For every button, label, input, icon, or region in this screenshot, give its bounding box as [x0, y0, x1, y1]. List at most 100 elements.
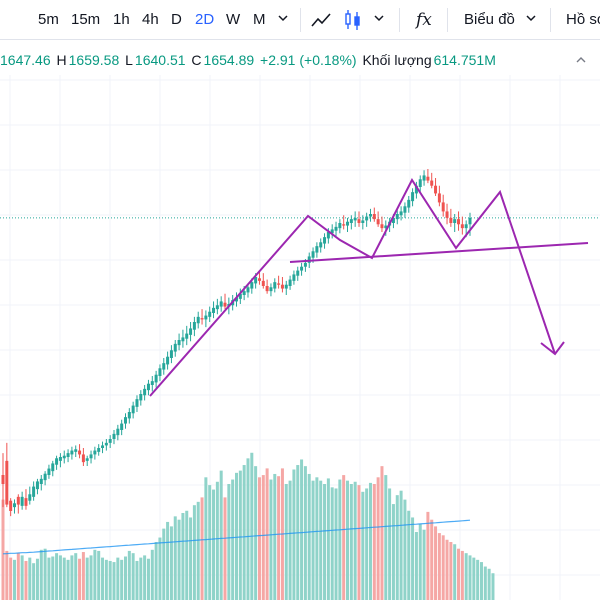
volume-bar	[219, 470, 223, 600]
volume-bar	[70, 555, 74, 600]
volume-bar	[326, 478, 330, 600]
volume-bar	[411, 517, 415, 600]
candle-body	[365, 216, 369, 221]
volume-bar	[5, 550, 9, 600]
price-chart[interactable]	[0, 40, 600, 600]
candle-body	[104, 442, 108, 446]
chevron-down-icon[interactable]	[525, 12, 537, 24]
candle-body	[143, 388, 147, 396]
volume-ma-line	[2, 519, 471, 555]
candle-body	[399, 211, 403, 216]
volume-bar	[135, 560, 139, 600]
candlestick-icon[interactable]	[341, 8, 365, 32]
interval-w[interactable]: W	[226, 11, 241, 28]
chevron-down-icon[interactable]	[373, 12, 385, 24]
volume-bar	[28, 557, 32, 600]
interval-15m[interactable]: 15m	[71, 11, 101, 28]
volume-bar	[353, 481, 357, 600]
candle-body	[296, 270, 300, 276]
candle-body	[349, 219, 353, 223]
volume-bar	[62, 557, 66, 600]
candle-body	[177, 340, 181, 346]
candle-body	[265, 286, 269, 292]
candle-body	[196, 316, 200, 324]
interval-1h[interactable]: 1h	[113, 11, 130, 28]
volume-bar	[223, 497, 227, 600]
volume-bar	[108, 560, 112, 600]
toolbar-separator	[300, 8, 301, 32]
volume-bar	[154, 542, 158, 600]
candle-body	[127, 412, 131, 419]
candle-body	[457, 219, 461, 225]
candle-body	[407, 199, 411, 208]
volume-bar	[376, 477, 380, 600]
candle-body	[9, 500, 13, 511]
line-chart-icon[interactable]	[310, 8, 334, 32]
candle-body	[101, 445, 105, 448]
volume-bar	[349, 484, 353, 600]
interval-5m[interactable]: 5m	[38, 11, 59, 28]
volume-bar	[74, 553, 78, 600]
chevron-up-icon[interactable]	[574, 53, 588, 67]
candle-body	[20, 496, 24, 506]
candle-body	[192, 322, 196, 330]
volume-bar	[12, 559, 16, 600]
chart-type-label[interactable]: Biểu đồ	[464, 11, 515, 28]
volume-bar	[388, 488, 392, 600]
volume-bar	[143, 555, 147, 600]
volume-bar	[380, 466, 384, 600]
candle-body	[319, 242, 323, 248]
volume-bar	[460, 550, 464, 600]
candle-body	[58, 457, 62, 461]
candle-body	[326, 232, 330, 239]
volume-bar	[468, 555, 472, 600]
volume-bar	[476, 559, 480, 600]
volume-bar	[273, 473, 277, 600]
candle-body	[361, 220, 365, 223]
candle-body	[93, 450, 97, 455]
candle-body	[368, 214, 372, 217]
volume-bar	[269, 479, 273, 600]
high-label: H	[56, 52, 67, 68]
close-value: 1654.89	[203, 52, 255, 68]
volume-bar	[395, 495, 399, 600]
candle-body	[200, 318, 204, 320]
volume-bar	[39, 549, 43, 600]
candle-body	[376, 219, 380, 225]
interval-m[interactable]: M	[253, 11, 266, 28]
candle-body	[78, 450, 82, 455]
candle-body	[449, 217, 453, 223]
volume-bar	[235, 472, 238, 600]
volume-bar	[89, 555, 93, 600]
volume-bar	[185, 510, 189, 600]
volume-bar	[357, 485, 361, 600]
volume-bar	[169, 526, 173, 600]
chevron-down-icon[interactable]	[277, 12, 289, 24]
candle-body	[185, 333, 189, 339]
candle-body	[81, 454, 85, 463]
interval-2d[interactable]: 2D	[195, 11, 215, 28]
interval-4h[interactable]: 4h	[142, 11, 159, 28]
candle-body	[460, 224, 464, 229]
candle-body	[441, 202, 445, 212]
volume-bar	[265, 468, 269, 600]
profile-label[interactable]: Hồ sơ	[566, 11, 600, 28]
interval-d[interactable]: D	[171, 11, 182, 28]
volume-bar	[250, 452, 254, 600]
candle-body	[307, 256, 311, 263]
volume-bar	[131, 553, 135, 600]
candle-body	[395, 214, 399, 220]
volume-bar	[288, 480, 292, 600]
close-label: C	[191, 52, 202, 68]
volume-bar	[407, 510, 411, 600]
volume-bar	[346, 480, 350, 600]
candle-body	[334, 226, 338, 231]
candle-body	[426, 176, 430, 181]
volume-bar	[437, 533, 441, 600]
volume-bar	[342, 475, 346, 600]
candle-body	[116, 428, 120, 436]
candle-body	[120, 423, 124, 430]
indicators-button[interactable]: fx	[416, 10, 432, 30]
volume-bar	[123, 556, 127, 600]
candle-body	[330, 229, 334, 234]
